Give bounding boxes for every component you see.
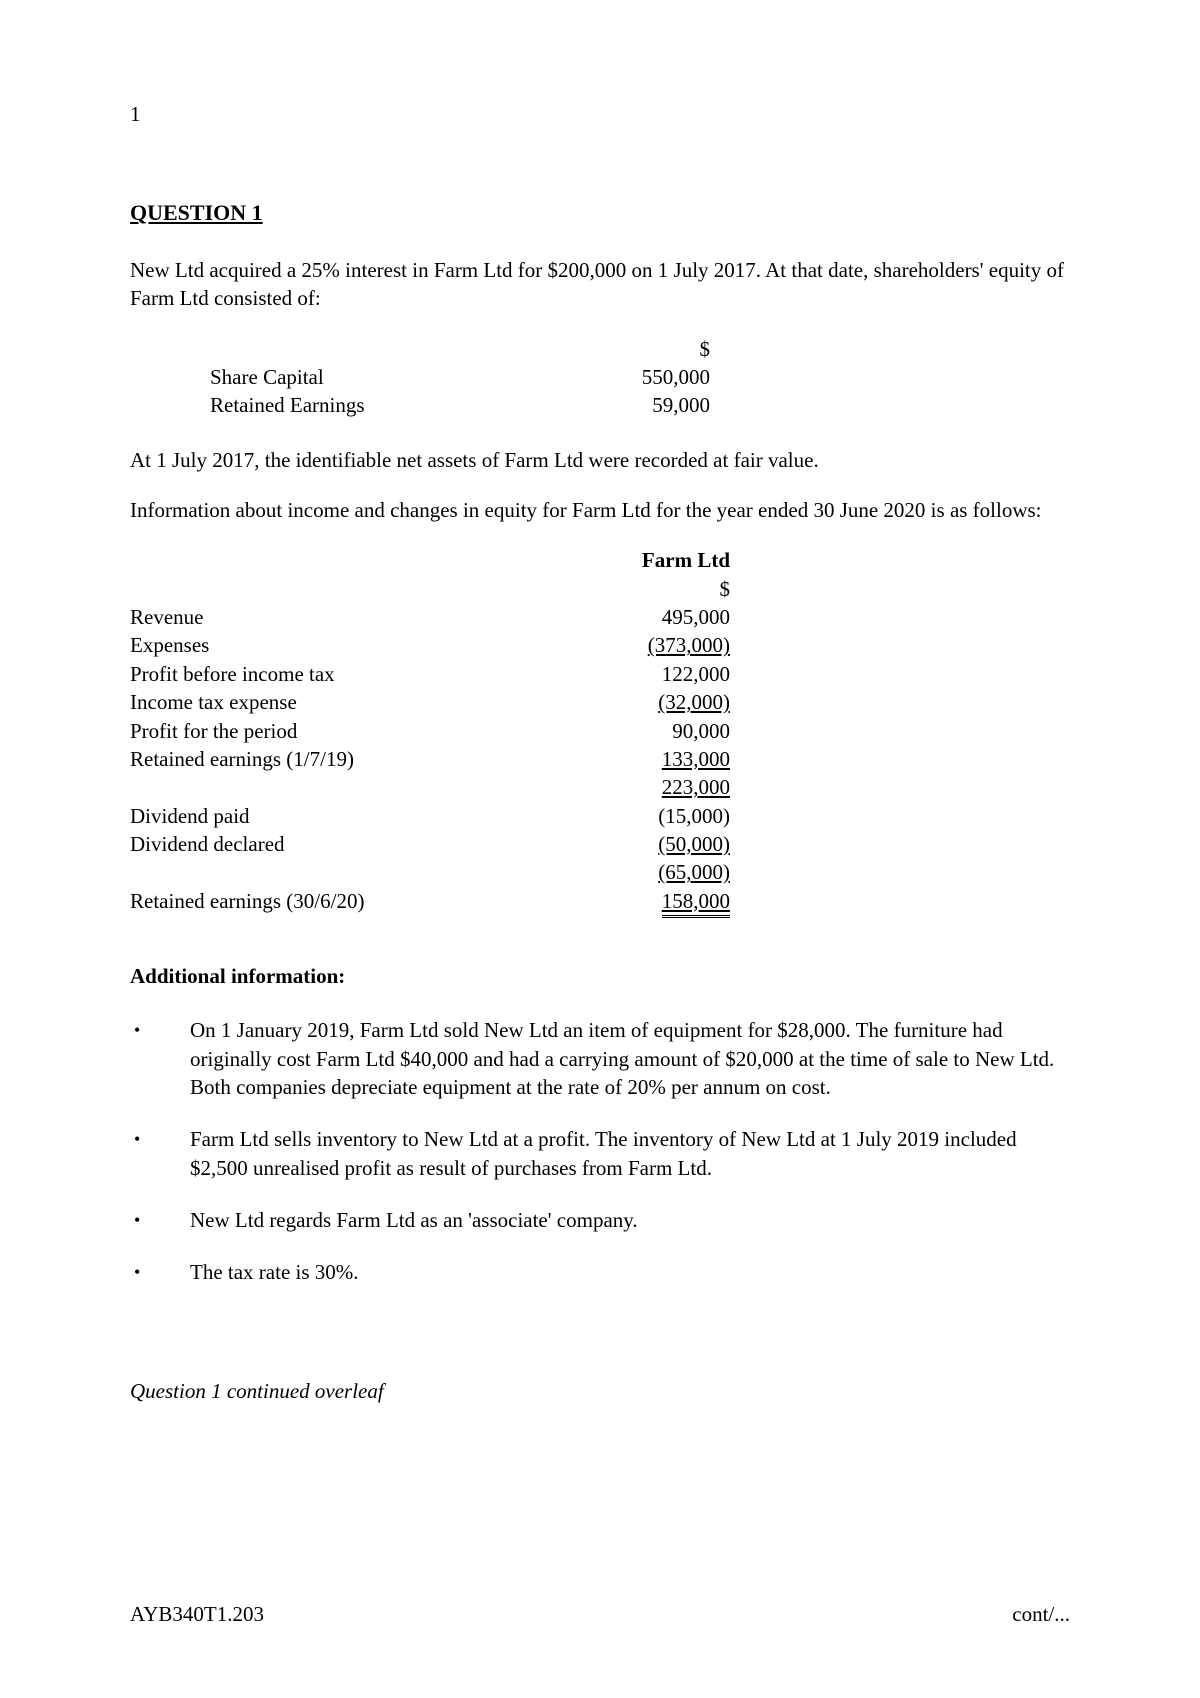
bullet-icon: • xyxy=(130,1016,190,1101)
income-row-value: 122,000 xyxy=(530,660,730,688)
equity-currency: $ xyxy=(570,335,710,363)
bullet-text: The tax rate is 30%. xyxy=(190,1258,1070,1286)
bullet-icon: • xyxy=(130,1258,190,1286)
income-row-label: Revenue xyxy=(130,603,530,631)
income-row-value: 495,000 xyxy=(530,603,730,631)
income-row-label xyxy=(130,858,530,886)
income-row-value: (50,000) xyxy=(530,830,730,858)
income-row-value: 223,000 xyxy=(530,773,730,801)
income-row-value: 90,000 xyxy=(530,717,730,745)
income-row-value: 158,000 xyxy=(530,887,730,918)
additional-info-list: •On 1 January 2019, Farm Ltd sold New Lt… xyxy=(130,1016,1070,1286)
income-row-label: Retained earnings (30/6/20) xyxy=(130,887,530,918)
table-row: Retained earnings (30/6/20)158,000 xyxy=(130,887,730,918)
bullet-icon: • xyxy=(130,1206,190,1234)
table-row: Expenses(373,000) xyxy=(130,631,730,659)
income-table: Farm Ltd $ Revenue495,000Expenses(373,00… xyxy=(130,546,730,917)
table-row: (65,000) xyxy=(130,858,730,886)
list-item: •On 1 January 2019, Farm Ltd sold New Lt… xyxy=(130,1016,1070,1101)
table-row: Income tax expense(32,000) xyxy=(130,688,730,716)
equity-row-value: 59,000 xyxy=(570,391,710,419)
table-row: 223,000 xyxy=(130,773,730,801)
income-row-value: (65,000) xyxy=(530,858,730,886)
equity-row-label: Share Capital xyxy=(210,363,570,391)
income-intro-paragraph: Information about income and changes in … xyxy=(130,496,1070,524)
list-item: •The tax rate is 30%. xyxy=(130,1258,1070,1286)
income-row-label: Income tax expense xyxy=(130,688,530,716)
table-row: Share Capital 550,000 xyxy=(210,363,710,391)
page-footer: AYB340T1.203 cont/... xyxy=(130,1600,1070,1628)
bullet-icon: • xyxy=(130,1125,190,1182)
page-number: 1 xyxy=(130,100,1070,128)
question-heading: QUESTION 1 xyxy=(130,198,1070,228)
table-row: Retained earnings (1/7/19)133,000 xyxy=(130,745,730,773)
equity-row-label: Retained Earnings xyxy=(210,391,570,419)
intro-paragraph: New Ltd acquired a 25% interest in Farm … xyxy=(130,256,1070,313)
equity-table: $ Share Capital 550,000 Retained Earning… xyxy=(210,335,710,420)
income-row-value: (15,000) xyxy=(530,802,730,830)
income-row-value: 133,000 xyxy=(530,745,730,773)
income-row-label: Dividend declared xyxy=(130,830,530,858)
income-currency: $ xyxy=(530,575,730,603)
income-row-label: Expenses xyxy=(130,631,530,659)
income-row-value: (32,000) xyxy=(530,688,730,716)
income-row-value: (373,000) xyxy=(530,631,730,659)
bullet-text: Farm Ltd sells inventory to New Ltd at a… xyxy=(190,1125,1070,1182)
income-table-header: Farm Ltd xyxy=(530,546,730,574)
continued-text: Question 1 continued overleaf xyxy=(130,1377,1070,1405)
table-row: Dividend declared(50,000) xyxy=(130,830,730,858)
list-item: •Farm Ltd sells inventory to New Ltd at … xyxy=(130,1125,1070,1182)
income-row-label: Profit before income tax xyxy=(130,660,530,688)
table-row: Dividend paid(15,000) xyxy=(130,802,730,830)
equity-row-value: 550,000 xyxy=(570,363,710,391)
table-row: Profit for the period90,000 xyxy=(130,717,730,745)
fair-value-paragraph: At 1 July 2017, the identifiable net ass… xyxy=(130,446,1070,474)
income-row-label: Dividend paid xyxy=(130,802,530,830)
bullet-text: New Ltd regards Farm Ltd as an 'associat… xyxy=(190,1206,1070,1234)
income-row-label: Profit for the period xyxy=(130,717,530,745)
bullet-text: On 1 January 2019, Farm Ltd sold New Ltd… xyxy=(190,1016,1070,1101)
income-row-label xyxy=(130,773,530,801)
table-row: Retained Earnings 59,000 xyxy=(210,391,710,419)
table-row: Profit before income tax122,000 xyxy=(130,660,730,688)
list-item: •New Ltd regards Farm Ltd as an 'associa… xyxy=(130,1206,1070,1234)
income-row-label: Retained earnings (1/7/19) xyxy=(130,745,530,773)
table-row: Revenue495,000 xyxy=(130,603,730,631)
additional-info-heading: Additional information: xyxy=(130,962,1070,990)
footer-right: cont/... xyxy=(1012,1600,1070,1628)
footer-left: AYB340T1.203 xyxy=(130,1600,264,1628)
